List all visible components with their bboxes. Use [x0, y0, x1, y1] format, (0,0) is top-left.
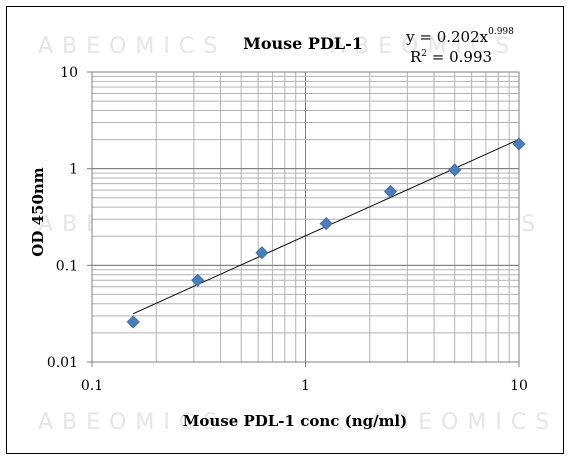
- watermark: ABEOMICS: [38, 410, 227, 435]
- chart-title: Mouse PDL-1: [243, 34, 363, 53]
- x-tick-label: 10: [510, 378, 528, 394]
- x-axis-label: Mouse PDL-1 conc (ng/ml): [182, 412, 408, 430]
- r-squared: R2 = 0.993: [396, 48, 506, 66]
- data-point: [448, 163, 462, 177]
- trendline-equation: y = 0.202x0.998: [400, 27, 520, 46]
- y-tick-label: 1: [69, 162, 78, 178]
- data-point: [255, 246, 269, 260]
- y-axis-label: OD 450nm: [29, 167, 47, 257]
- equation-text: y = 0.202x: [406, 28, 489, 46]
- y-tick-label: 0.01: [47, 355, 78, 371]
- data-point: [512, 137, 526, 151]
- r2-superscript: 2: [421, 49, 427, 59]
- data-point: [319, 217, 333, 231]
- watermark: ABEOMICS: [330, 34, 519, 59]
- r2-value: = 0.993: [426, 48, 493, 66]
- x-tick-label: 0.1: [81, 378, 103, 394]
- x-tick-label: 1: [301, 378, 310, 394]
- r2-label: R: [409, 48, 422, 66]
- data-point: [383, 184, 398, 199]
- watermark: ABEOMICS: [38, 34, 227, 59]
- y-tick-label: 10: [60, 65, 78, 81]
- data-point: [191, 273, 205, 287]
- equation-exponent: 0.998: [488, 27, 514, 37]
- data-point: [126, 315, 140, 329]
- y-tick-label: 0.1: [56, 258, 78, 274]
- watermark: ABEOMICS: [370, 410, 559, 435]
